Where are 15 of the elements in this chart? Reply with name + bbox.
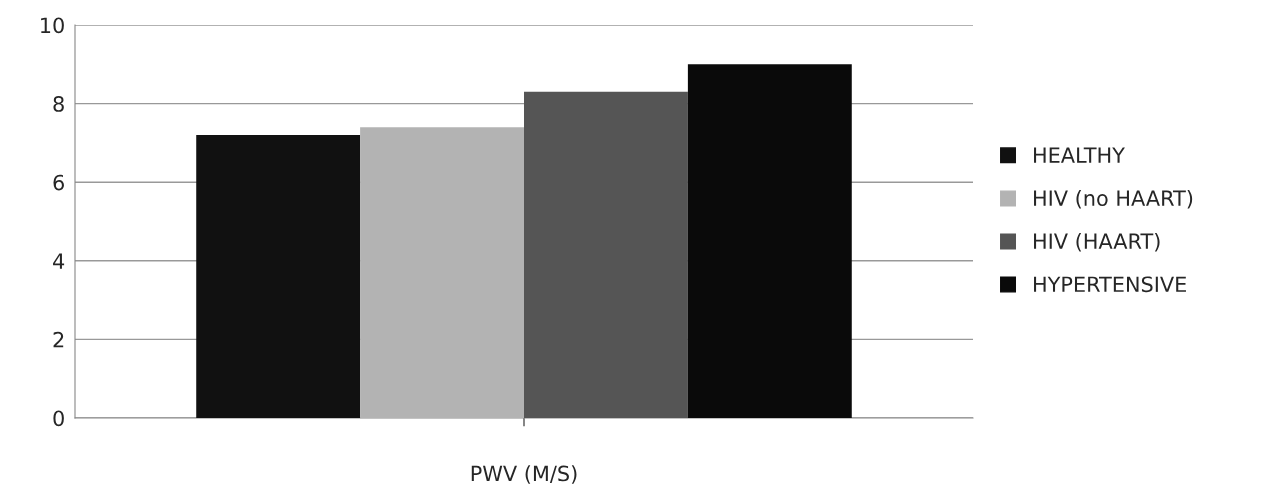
legend-label: HIV (HAART) [1034,232,1160,252]
y-tick-label: 10 [41,17,64,34]
bar [687,64,852,418]
legend-label: HIV (no HAART) [1034,189,1193,209]
y-tick-label: 2 [53,331,64,348]
legend-label: HYPERTENSIVE [1034,276,1186,293]
y-tick-label: 6 [53,174,64,191]
y-tick-label: 0 [53,410,64,427]
x-tick-label: PWV (M/S) [471,465,577,484]
bar [524,91,688,418]
bar [360,127,524,418]
y-tick-label: 4 [53,253,65,269]
legend-label: HEALTHY [1034,147,1125,163]
bar [196,135,361,418]
y-tick-label: 8 [53,96,64,112]
